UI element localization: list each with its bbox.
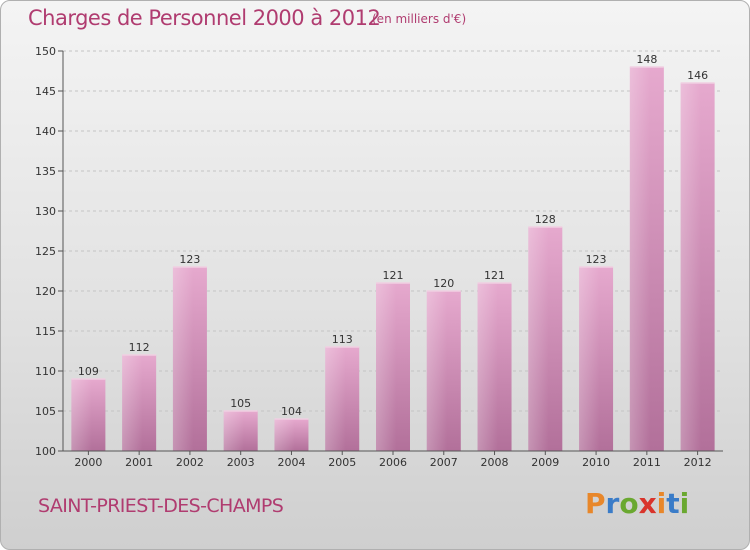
- y-tick-label: 150: [35, 45, 56, 58]
- data-label: 113: [332, 333, 353, 346]
- data-label: 128: [535, 213, 556, 226]
- bar-highlight: [579, 267, 614, 451]
- x-tick-label: 2004: [277, 456, 305, 469]
- data-label: 148: [636, 53, 657, 66]
- bar-highlight: [477, 283, 512, 451]
- x-tick-label: 2010: [582, 456, 610, 469]
- brand-letter: P: [585, 487, 606, 520]
- y-tick-label: 140: [35, 125, 56, 138]
- y-tick-label: 100: [35, 445, 56, 458]
- bar-highlight: [426, 291, 461, 451]
- data-label: 146: [687, 69, 708, 82]
- data-label: 123: [586, 253, 607, 266]
- y-tick-label: 115: [35, 325, 56, 338]
- x-tick-label: 2006: [379, 456, 407, 469]
- bar-highlight: [376, 283, 410, 451]
- bar-highlight: [325, 347, 360, 451]
- data-label: 121: [383, 269, 404, 282]
- x-tick-label: 2012: [684, 456, 712, 469]
- y-tick-label: 130: [35, 205, 56, 218]
- commune-name: SAINT-PRIEST-DES-CHAMPS: [38, 495, 284, 517]
- data-label: 105: [230, 397, 251, 410]
- data-label: 121: [484, 269, 505, 282]
- x-tick-label: 2005: [328, 456, 356, 469]
- y-tick-label: 110: [35, 365, 56, 378]
- chart-title: Charges de Personnel 2000 à 2012: [28, 6, 381, 30]
- brand-letter: i: [679, 487, 690, 520]
- data-label: 120: [433, 277, 454, 290]
- x-tick-label: 2011: [633, 456, 661, 469]
- bar-highlight: [680, 83, 715, 451]
- bar-highlight: [223, 411, 258, 451]
- bar-highlight: [172, 267, 207, 451]
- chart-subtitle: (en milliers d'€): [372, 12, 467, 26]
- x-tick-label: 2000: [74, 456, 102, 469]
- brand-letter: o: [619, 487, 639, 520]
- x-tick-label: 2008: [481, 456, 509, 469]
- bar-highlight: [629, 67, 664, 451]
- brand-letter: x: [638, 487, 657, 520]
- bar-highlight: [528, 227, 563, 451]
- x-tick-label: 2003: [227, 456, 255, 469]
- bar-highlight: [274, 419, 309, 451]
- bar-highlight: [71, 379, 106, 451]
- x-tick-label: 2007: [430, 456, 458, 469]
- data-label: 109: [78, 365, 99, 378]
- y-tick-label: 105: [35, 405, 56, 418]
- data-label: 112: [129, 341, 150, 354]
- proxiti-logo[interactable]: Proxiti: [585, 487, 689, 520]
- x-tick-label: 2001: [125, 456, 153, 469]
- x-tick-label: 2002: [176, 456, 204, 469]
- data-label: 104: [281, 405, 302, 418]
- data-label: 123: [179, 253, 200, 266]
- y-tick-label: 145: [35, 85, 56, 98]
- y-tick-label: 120: [35, 285, 56, 298]
- brand-letter: i: [656, 487, 667, 520]
- x-tick-label: 2009: [531, 456, 559, 469]
- brand-letter: t: [666, 487, 680, 520]
- bar-highlight: [122, 355, 157, 451]
- y-tick-label: 135: [35, 165, 56, 178]
- y-tick-label: 125: [35, 245, 56, 258]
- brand-letter: r: [605, 487, 620, 520]
